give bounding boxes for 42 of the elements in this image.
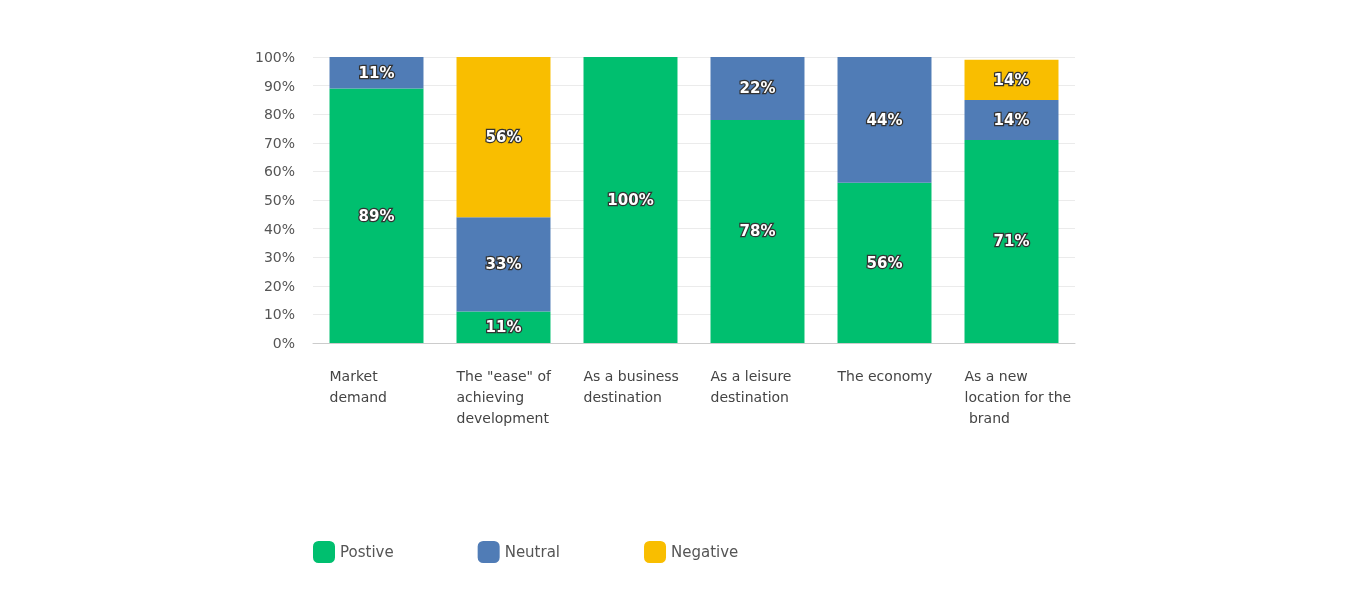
bar — [837, 182, 932, 343]
bar — [710, 57, 805, 120]
x-tick-label: As a new location for the brand — [964, 367, 1072, 426]
data-label: 22% — [739, 79, 776, 98]
legend-label: Neutral — [504, 543, 561, 561]
y-tick-label: 0% — [272, 335, 295, 351]
x-tick-label: As a business destination — [583, 367, 684, 405]
data-label: 89% — [358, 206, 395, 225]
y-tick-label: 70% — [263, 134, 295, 151]
x-tick-label: Market demand — [329, 367, 387, 405]
data-label: 14% — [993, 110, 1030, 129]
bar — [456, 217, 551, 312]
data-label: 78% — [739, 222, 776, 241]
data-label: 33% — [485, 255, 522, 274]
data-label: 44% — [866, 110, 903, 129]
legend-label: Negative — [671, 543, 739, 561]
y-tick-label: 20% — [263, 277, 295, 294]
bar — [456, 57, 551, 218]
legend-label: Postive — [340, 543, 394, 561]
y-tick-label: 30% — [263, 249, 295, 266]
data-label: 56% — [866, 253, 903, 272]
y-tick-label: 50% — [263, 192, 295, 208]
y-tick-label: 100% — [254, 49, 295, 65]
data-label: 11% — [358, 63, 395, 82]
y-tick-label: 80% — [263, 106, 295, 123]
y-tick-label: 90% — [263, 77, 295, 94]
y-tick-label: 10% — [263, 306, 295, 323]
bar — [837, 57, 932, 183]
data-label: 14% — [993, 70, 1030, 89]
data-label: 56% — [485, 128, 522, 147]
y-tick-label: 60% — [263, 163, 295, 180]
data-label: 100% — [607, 191, 654, 209]
bar — [583, 57, 678, 343]
data-label: 11% — [485, 318, 522, 337]
bar — [964, 139, 1059, 343]
y-tick-label: 40% — [263, 220, 295, 237]
x-tick-label: The "ease" of achieving development — [455, 367, 556, 426]
bar — [329, 88, 424, 343]
data-label: 71% — [993, 232, 1030, 251]
x-tick-label: The economy — [836, 367, 933, 384]
x-tick-label: As a leisure destination — [710, 367, 796, 405]
bar — [710, 119, 805, 343]
